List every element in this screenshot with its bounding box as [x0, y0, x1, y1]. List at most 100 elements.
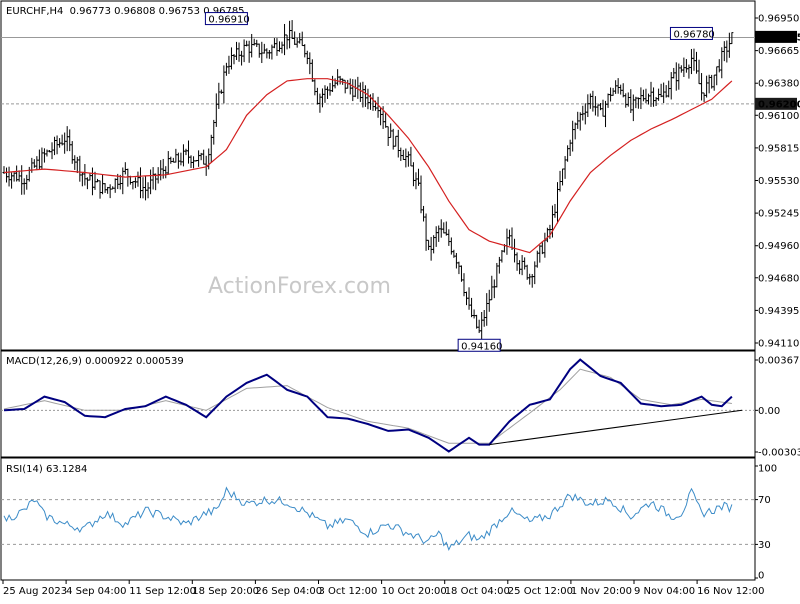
ohlc-bar	[424, 213, 428, 251]
price-panel-frame	[0, 0, 756, 351]
annotation-0.96910: 0.96910	[204, 12, 250, 26]
ohlc-bar	[482, 309, 486, 327]
ohlc-bar	[543, 232, 547, 258]
ohlc-bar	[133, 177, 137, 189]
macd-axis-label: -0.003038	[758, 448, 800, 459]
ohlc-bar	[444, 221, 448, 236]
ohlc-bar	[240, 50, 244, 66]
ohlc-bar	[98, 180, 102, 199]
ohlc-bar	[83, 164, 87, 186]
ohlc-bar	[437, 225, 441, 242]
ohlc-bar	[485, 293, 489, 326]
ohlc-bar	[604, 100, 608, 128]
price-axis-label: 0.95245	[758, 209, 799, 220]
ohlc-bar	[513, 238, 517, 263]
ohlc-bar	[227, 55, 231, 74]
ohlc-bar	[409, 146, 413, 167]
ohlc-bar	[169, 156, 173, 164]
ohlc-bar	[50, 142, 54, 160]
ohlc-bar	[42, 148, 46, 163]
ohlc-bar	[475, 314, 479, 329]
ohlc-bar	[601, 99, 605, 117]
ohlc-bar	[609, 87, 613, 102]
ohlc-bar	[639, 87, 643, 110]
ohlc-bar	[303, 44, 307, 58]
ohlc-bar	[722, 41, 726, 62]
price-plot: 0.96910 0.96780 0.94160	[1, 12, 755, 352]
rsi-axis-label: 70	[758, 495, 771, 506]
price-tag-label: 0.96785	[758, 32, 800, 43]
ohlc-bar	[275, 38, 279, 56]
ohlc-bar	[399, 147, 403, 161]
price-axis-label: 0.94680	[758, 273, 799, 284]
ohlc-bar	[505, 228, 509, 255]
ohlc-bar	[70, 141, 74, 164]
ohlc-bar	[328, 82, 332, 96]
ohlc-bar	[447, 229, 451, 246]
ohlc-bar	[619, 84, 623, 95]
ohlc-bar	[242, 39, 246, 63]
ohlc-bar	[358, 82, 362, 102]
ohlc-bar	[252, 38, 256, 46]
ohlc-bar	[591, 90, 595, 112]
rsi-panel-frame	[0, 457, 756, 581]
ohlc-bar	[588, 93, 592, 109]
ohlc-bar	[573, 122, 577, 140]
time-axis-label: 9 Nov 04:00	[634, 586, 695, 597]
time-axis-label: 16 Nov 12:00	[697, 586, 764, 597]
ohlc-bar	[219, 89, 223, 94]
ohlc-bar	[192, 156, 196, 169]
price-axis-label: 0.94110	[758, 339, 799, 350]
price-axis-label: 0.96100	[758, 111, 799, 122]
ohlc-bar	[422, 205, 426, 222]
ohlc-bar	[553, 203, 557, 218]
ohlc-bar	[662, 82, 666, 104]
ohlc-bar	[528, 273, 532, 285]
rsi-panel-header: RSI(14) 63.1284	[6, 464, 87, 475]
price-axis-label: 0.95815	[758, 143, 799, 154]
ohlc-bar	[561, 168, 565, 186]
ohlc-bar	[351, 79, 355, 102]
ohlc-bar	[290, 20, 294, 39]
ohlc-bar	[396, 129, 400, 158]
macd-plot	[1, 358, 755, 453]
ohlc-bar	[695, 51, 699, 74]
ohlc-bar	[320, 88, 324, 108]
ohlc-bar	[616, 78, 620, 94]
ohlc-bar	[27, 166, 31, 182]
ohlc-bar	[214, 93, 218, 127]
ohlc-bar	[376, 96, 380, 118]
ohlc-bar	[684, 59, 688, 73]
ohlc-bar	[586, 94, 590, 118]
ohlc-bar	[646, 93, 650, 105]
ohlc-bar	[75, 156, 79, 174]
macd-line	[3, 358, 733, 453]
ohlc-bar	[229, 47, 233, 70]
ohlc-bar	[480, 311, 484, 341]
ohlc-bar	[123, 162, 127, 175]
ohlc-bar	[689, 48, 693, 75]
time-axis-label: 10 Oct 20:00	[382, 586, 447, 597]
ohlc-bar	[434, 226, 438, 247]
ohlc-bar	[131, 181, 135, 190]
ohlc-bar	[581, 105, 585, 121]
ohlc-bar	[467, 287, 471, 310]
ohlc-bar	[730, 32, 734, 45]
ohlc-bar	[674, 62, 678, 91]
ohlc-bar	[272, 38, 276, 49]
ohlc-bar	[566, 145, 570, 162]
ohlc-bar	[136, 171, 140, 187]
ohlc-bar	[687, 64, 691, 79]
time-axis-label: 18 Oct 04:00	[445, 586, 510, 597]
price-axis-label: 0.96665	[758, 46, 799, 57]
time-axis-label: 18 Sep 20:00	[192, 586, 259, 597]
ohlc-bar	[326, 86, 330, 99]
annotation-box	[669, 26, 713, 40]
ohlc-bar	[419, 175, 423, 214]
ohlc-bar	[318, 93, 322, 113]
annotation-box	[457, 338, 501, 352]
ohlc-bar	[697, 59, 701, 85]
ohlc-bar	[237, 42, 241, 62]
ohlc-bar	[611, 87, 615, 96]
ohlc-bar	[7, 166, 11, 187]
